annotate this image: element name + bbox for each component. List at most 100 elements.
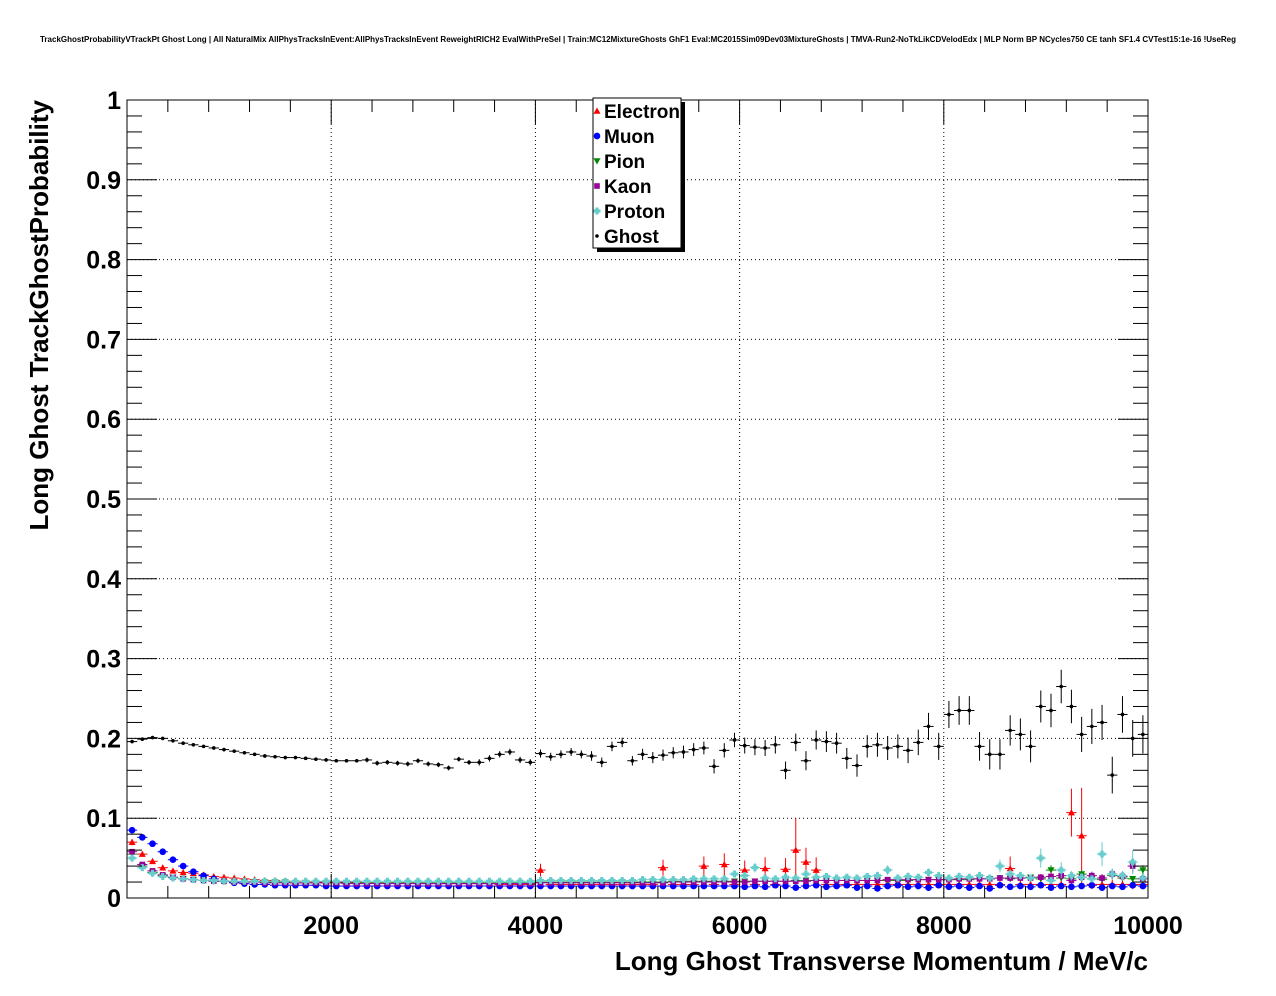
muon-point-1: [138, 834, 146, 841]
legend-marker-ghost: [595, 234, 599, 238]
proton-point-44: [577, 876, 585, 884]
legend-marker-muon: [593, 132, 601, 140]
proton-point-40: [537, 876, 545, 884]
electron-point-52: [659, 864, 667, 871]
proton-point-3: [159, 872, 167, 880]
proton-point-89: [1037, 854, 1045, 862]
ghost-point-69: [834, 741, 839, 745]
muon-point-64: [782, 882, 789, 890]
legend-label-electron: Electron: [604, 102, 680, 123]
legend-label-ghost: Ghost: [604, 227, 660, 248]
proton-point-37: [506, 877, 514, 885]
series-proton: [127, 842, 1148, 885]
muon-point-80: [945, 883, 953, 891]
kaon-point-72: [864, 877, 871, 884]
proton-point-4: [169, 874, 177, 882]
proton-point-82: [965, 873, 973, 881]
muon-point-78: [925, 884, 932, 891]
ghost-point-38: [518, 758, 522, 762]
kaon-point-66: [803, 878, 809, 885]
proton-point-62: [761, 874, 769, 882]
kaon-point-0: [129, 848, 135, 855]
ghost-point-47: [610, 744, 614, 749]
ghost-point-45: [589, 754, 594, 758]
proton-point-75: [894, 874, 902, 882]
chart-title: TrackGhostProbabilityVTrackPt Ghost Long…: [40, 35, 1236, 44]
proton-point-47: [608, 876, 616, 884]
y-tick-label-1: 0.1: [86, 805, 121, 833]
proton-point-21: [343, 877, 351, 885]
ghost-point-60: [742, 743, 747, 748]
muon-point-99: [1139, 882, 1147, 890]
proton-point-34: [475, 877, 483, 885]
ghost-point-27: [405, 762, 410, 766]
proton-point-93: [1078, 873, 1086, 881]
y-axis-label: Long Ghost TrackGhostProbability: [24, 99, 54, 530]
proton-point-19: [322, 877, 330, 885]
kaon-point-95: [1099, 875, 1105, 881]
pion-point-99: [1139, 867, 1147, 874]
legend-box: [592, 97, 682, 249]
proton-point-0: [128, 854, 136, 862]
proton-point-96: [1108, 870, 1116, 878]
proton-point-73: [873, 872, 881, 880]
electron-point-86: [1006, 864, 1014, 872]
ghost-point-22: [354, 758, 359, 763]
muon-point-61: [751, 882, 759, 890]
muon-point-89: [1037, 881, 1045, 889]
ghost-point-16: [293, 755, 298, 760]
muon-point-68: [823, 883, 830, 891]
ghost-point-4: [171, 738, 175, 743]
muon-point-66: [802, 882, 810, 890]
kaon-point-73: [874, 877, 881, 884]
proton-point-64: [782, 873, 790, 881]
proton-point-49: [628, 876, 636, 884]
y-tick-label-5: 0.5: [86, 486, 121, 514]
ghost-point-31: [446, 766, 451, 770]
proton-point-90: [1047, 876, 1055, 884]
muon-point-71: [853, 884, 861, 891]
muon-point-60: [741, 883, 749, 891]
proton-point-18: [312, 877, 320, 885]
ghost-point-62: [763, 746, 767, 750]
ghost-point-65: [793, 740, 798, 745]
axes: 2000 4000 6000 8000 10000 0 0.1 0.2 0.3 0.4 0.5 0.6…: [86, 87, 1183, 940]
proton-point-83: [976, 872, 984, 880]
x-tick-label-4: 10000: [1113, 912, 1183, 940]
ghost-point-25: [385, 760, 390, 765]
ghost-point-44: [579, 752, 584, 757]
muon-point-92: [1068, 883, 1075, 891]
y-tick-label-3: 0.3: [86, 646, 121, 674]
y-tick-label-2: 0.2: [86, 725, 121, 753]
muon-point-84: [986, 885, 994, 892]
ghost-point-32: [457, 757, 461, 761]
muon-point-5: [179, 862, 187, 870]
ghost-point-56: [702, 746, 706, 750]
ghost-point-97: [1120, 712, 1125, 717]
muon-point-83: [976, 882, 983, 890]
electron-point-4: [169, 867, 177, 874]
proton-point-91: [1057, 866, 1065, 874]
proton-point-61: [751, 864, 759, 872]
muon-point-91: [1057, 882, 1065, 890]
proton-point-54: [679, 876, 687, 884]
electron-point-58: [720, 860, 728, 868]
muon-point-88: [1027, 883, 1034, 891]
pion-point-98: [1129, 876, 1137, 883]
proton-point-36: [496, 877, 504, 885]
proton-point-60: [741, 872, 749, 880]
y-tick-label-7: 0.7: [86, 326, 121, 354]
proton-point-15: [281, 877, 289, 885]
kaon-point-59: [731, 879, 738, 885]
series-ghost: [127, 669, 1148, 794]
muon-point-70: [843, 881, 851, 889]
ghost-point-68: [824, 739, 829, 744]
proton-point-66: [802, 870, 810, 878]
proton-point-22: [353, 877, 361, 885]
ghost-point-64: [783, 768, 788, 773]
muon-point-72: [863, 882, 871, 890]
proton-point-79: [935, 872, 943, 880]
ghost-point-57: [712, 764, 716, 769]
ghost-point-67: [814, 738, 818, 742]
